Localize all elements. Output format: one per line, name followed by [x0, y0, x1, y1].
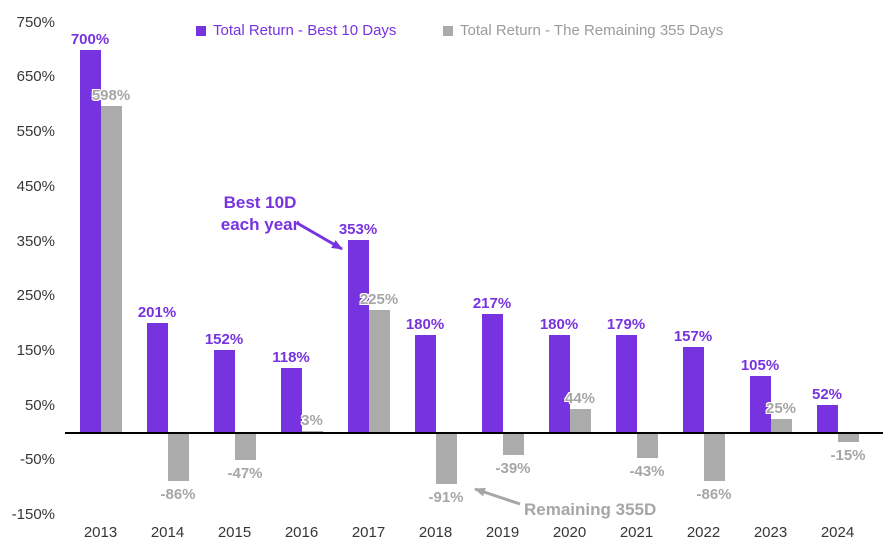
bar-best-10-days-2016 [280, 368, 302, 433]
y-axis-tick-label: 250% [16, 287, 55, 305]
legend-item-best-10-days: Total Return - Best 10 Days [196, 22, 396, 39]
bar-remaining-355-days-2016-value-label: 3% [301, 412, 323, 430]
bar-remaining-355-days-2015-value-label: -47% [227, 464, 263, 482]
bar-best-10-days-2024-value-label: 52% [811, 385, 843, 403]
bar-best-10-days-2021-value-label: 179% [606, 316, 646, 334]
bar-remaining-355-days-2021-value-label: -43% [629, 462, 665, 480]
x-axis-year-label: 2017 [351, 524, 386, 541]
bar-best-10-days-2021 [615, 335, 637, 433]
bar-best-10-days-2024 [816, 404, 838, 433]
legend: Total Return - Best 10 Days Total Return… [0, 22, 887, 42]
bar-remaining-355-days-2024 [837, 434, 859, 443]
y-axis-tick-label: 650% [16, 68, 55, 86]
bar-best-10-days-2020-value-label: 180% [539, 315, 579, 333]
bar-best-10-days-2014 [146, 323, 168, 433]
bar-remaining-355-days-2014-value-label: -86% [160, 486, 196, 504]
legend-swatch-best-10-days-icon [196, 25, 206, 36]
bar-best-10-days-2018-value-label: 180% [405, 315, 445, 333]
bar-best-10-days-2023-value-label: 105% [740, 356, 780, 374]
bar-best-10-days-2022-value-label: 157% [673, 328, 713, 346]
bar-best-10-days-2015-value-label: 152% [204, 330, 244, 348]
x-axis-year-label: 2022 [686, 524, 721, 541]
x-axis-year-label: 2013 [83, 524, 118, 541]
bar-remaining-355-days-2024-value-label: -15% [830, 447, 866, 465]
x-axis-year-label: 2020 [552, 524, 587, 541]
bar-best-10-days-2023 [749, 375, 771, 433]
bar-remaining-355-days-2023-value-label: 25% [765, 400, 797, 418]
legend-item-remaining-355-days: Total Return - The Remaining 355 Days [443, 22, 723, 39]
bar-remaining-355-days-2013 [100, 105, 122, 433]
y-axis-tick-label: 450% [16, 177, 55, 195]
bar-remaining-355-days-2017 [368, 309, 390, 433]
annotation-remaining-355d-line1: Remaining 355D [524, 500, 657, 519]
bar-remaining-355-days-2020 [569, 408, 591, 433]
x-axis-year-label: 2018 [418, 524, 453, 541]
bar-remaining-355-days-2017-value-label: 225% [359, 290, 399, 308]
legend-label-best-10-days: Total Return - Best 10 Days [213, 22, 397, 39]
y-axis-tick-label: 50% [24, 396, 55, 414]
x-axis-year-label: 2014 [150, 524, 185, 541]
bar-remaining-355-days-2013-value-label: 598% [91, 86, 131, 104]
bar-best-10-days-2017-value-label: 353% [338, 220, 378, 238]
bar-best-10-days-2019-value-label: 217% [472, 295, 512, 313]
bar-best-10-days-2013-value-label: 700% [70, 31, 110, 49]
bar-remaining-355-days-2015 [234, 434, 256, 460]
bar-remaining-355-days-2014 [167, 434, 189, 482]
bar-best-10-days-2015 [213, 349, 235, 433]
bar-remaining-355-days-2022 [703, 434, 725, 482]
y-axis-tick-label: 750% [16, 13, 55, 31]
annotation-best-10d-line2: each year [220, 215, 300, 234]
annotation-remaining-355d: Remaining 355D [524, 499, 724, 521]
bar-remaining-355-days-2018-value-label: -91% [428, 488, 464, 506]
bar-remaining-355-days-2019 [502, 434, 524, 456]
bar-remaining-355-days-2021 [636, 434, 658, 458]
x-axis-year-label: 2021 [619, 524, 654, 541]
bar-best-10-days-2014-value-label: 201% [137, 304, 177, 322]
y-axis-tick-label: -50% [19, 451, 55, 469]
bar-remaining-355-days-2023 [770, 419, 792, 433]
y-axis-tick-label: 550% [16, 123, 55, 141]
bar-best-10-days-2017 [347, 239, 369, 433]
x-axis-year-label: 2016 [284, 524, 319, 541]
bar-best-10-days-2022 [682, 347, 704, 433]
bar-best-10-days-2020 [548, 334, 570, 433]
bar-best-10-days-2019 [481, 314, 503, 433]
y-axis-tick-label: -150% [11, 506, 55, 524]
bar-remaining-355-days-2020-value-label: 44% [564, 389, 596, 407]
legend-label-remaining-355-days: Total Return - The Remaining 355 Days [460, 22, 724, 39]
bar-remaining-355-days-2018 [435, 434, 457, 484]
annotation-best-10d-line1: Best 10D [223, 193, 297, 212]
y-axis-tick-label: 150% [16, 341, 55, 359]
bar-remaining-355-days-2019-value-label: -39% [495, 460, 531, 478]
bar-best-10-days-2018 [414, 334, 436, 433]
remaining-355d-arrow-icon [474, 487, 521, 506]
y-axis-tick-label: 350% [16, 232, 55, 250]
bar-remaining-355-days-2022-value-label: -86% [696, 486, 732, 504]
x-axis-year-label: 2019 [485, 524, 520, 541]
x-axis-year-label: 2023 [753, 524, 788, 541]
legend-swatch-remaining-355-days-icon [443, 25, 453, 36]
x-axis-year-label: 2015 [217, 524, 252, 541]
zero-axis-line [65, 432, 883, 434]
annotation-best-10d: Best 10D each year [205, 192, 315, 236]
bar-best-10-days-2013 [79, 50, 101, 433]
x-axis-year-label: 2024 [820, 524, 855, 541]
bar-best-10-days-2016-value-label: 118% [272, 349, 310, 367]
